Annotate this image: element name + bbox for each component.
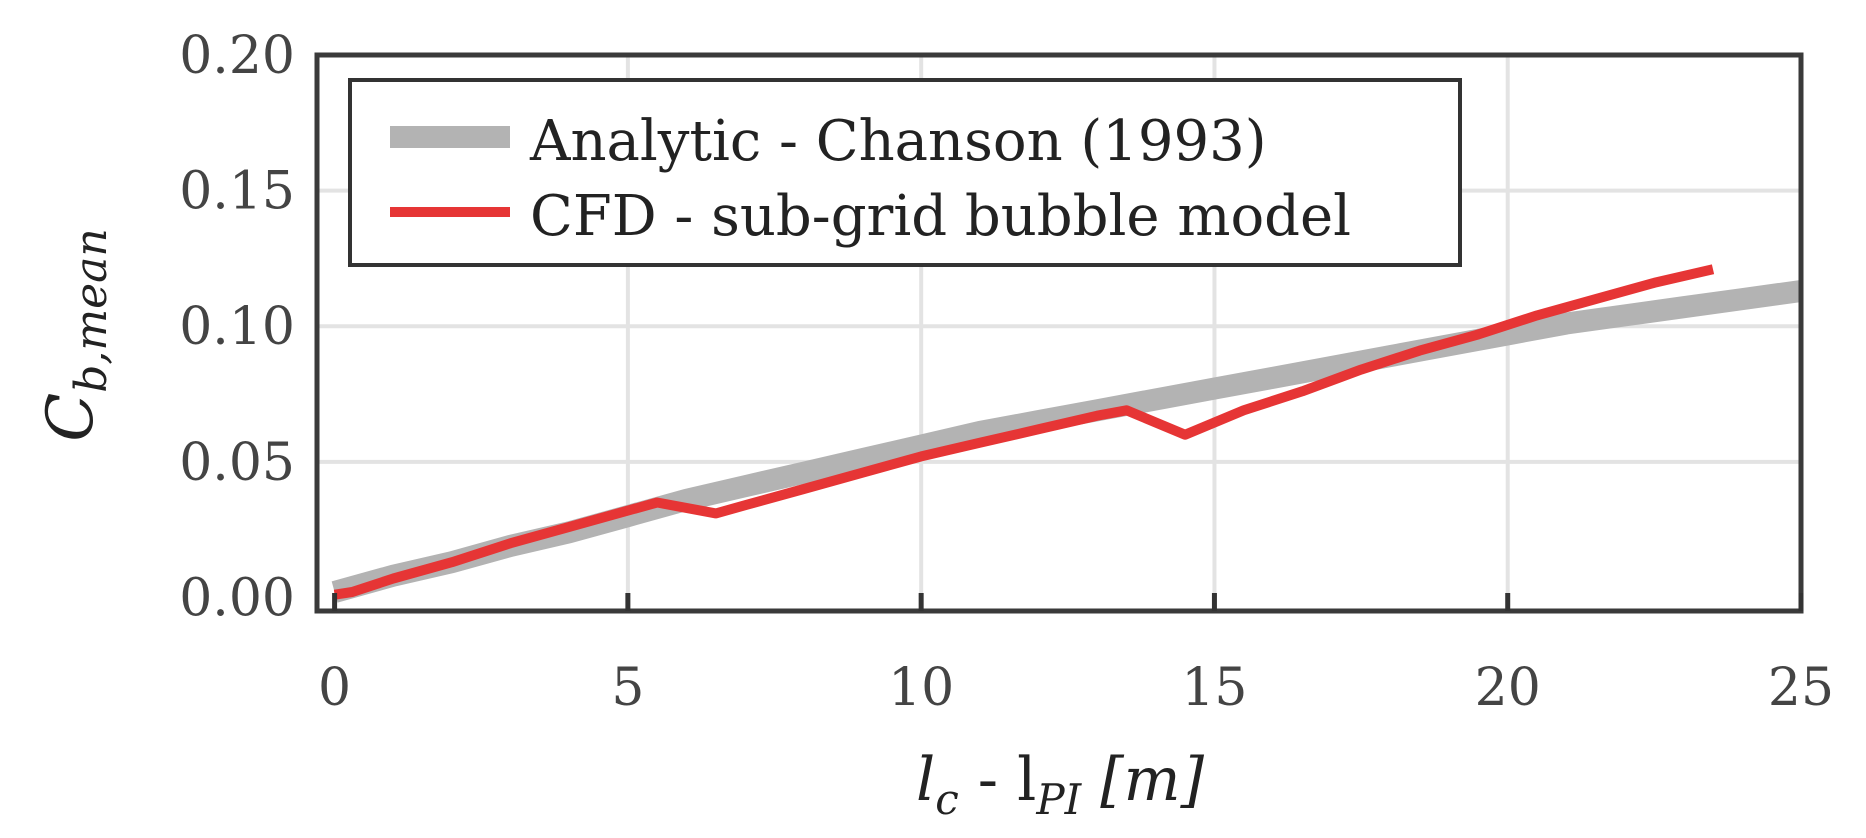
legend-label-analytic: Analytic - Chanson (1993) bbox=[529, 109, 1267, 174]
tick-labels: 0 5 10 15 20 25 0.00 0.05 0.10 0.15 0.20 bbox=[179, 26, 1834, 718]
x-tick-label: 5 bbox=[611, 658, 644, 718]
x-tick-label: 25 bbox=[1768, 658, 1834, 718]
x-axis-title: lc - lPI [m] bbox=[916, 745, 1205, 824]
x-tick-label: 15 bbox=[1181, 658, 1247, 718]
y-tick-label: 0.20 bbox=[179, 26, 295, 86]
legend-box bbox=[348, 78, 1462, 267]
analytic-series-line bbox=[331, 280, 1803, 603]
legend: Analytic - Chanson (1993) CFD - sub-grid… bbox=[348, 78, 1462, 267]
plot-frame bbox=[314, 52, 1804, 614]
x-tick-label: 20 bbox=[1475, 658, 1541, 718]
cfd-series-line bbox=[333, 264, 1715, 600]
y-tick-label: 0.00 bbox=[179, 568, 295, 628]
legend-label-cfd: CFD - sub-grid bubble model bbox=[530, 184, 1351, 249]
x-tick-label: 10 bbox=[888, 658, 954, 718]
series-layer bbox=[331, 264, 1803, 603]
y-tick-label: 0.15 bbox=[179, 162, 295, 222]
y-tick-label: 0.10 bbox=[179, 297, 295, 357]
y-tick-label: 0.05 bbox=[179, 433, 295, 493]
ticks bbox=[332, 593, 1804, 611]
y-axis-title: Cb,mean bbox=[34, 228, 117, 441]
x-tick-label: 0 bbox=[318, 658, 351, 718]
